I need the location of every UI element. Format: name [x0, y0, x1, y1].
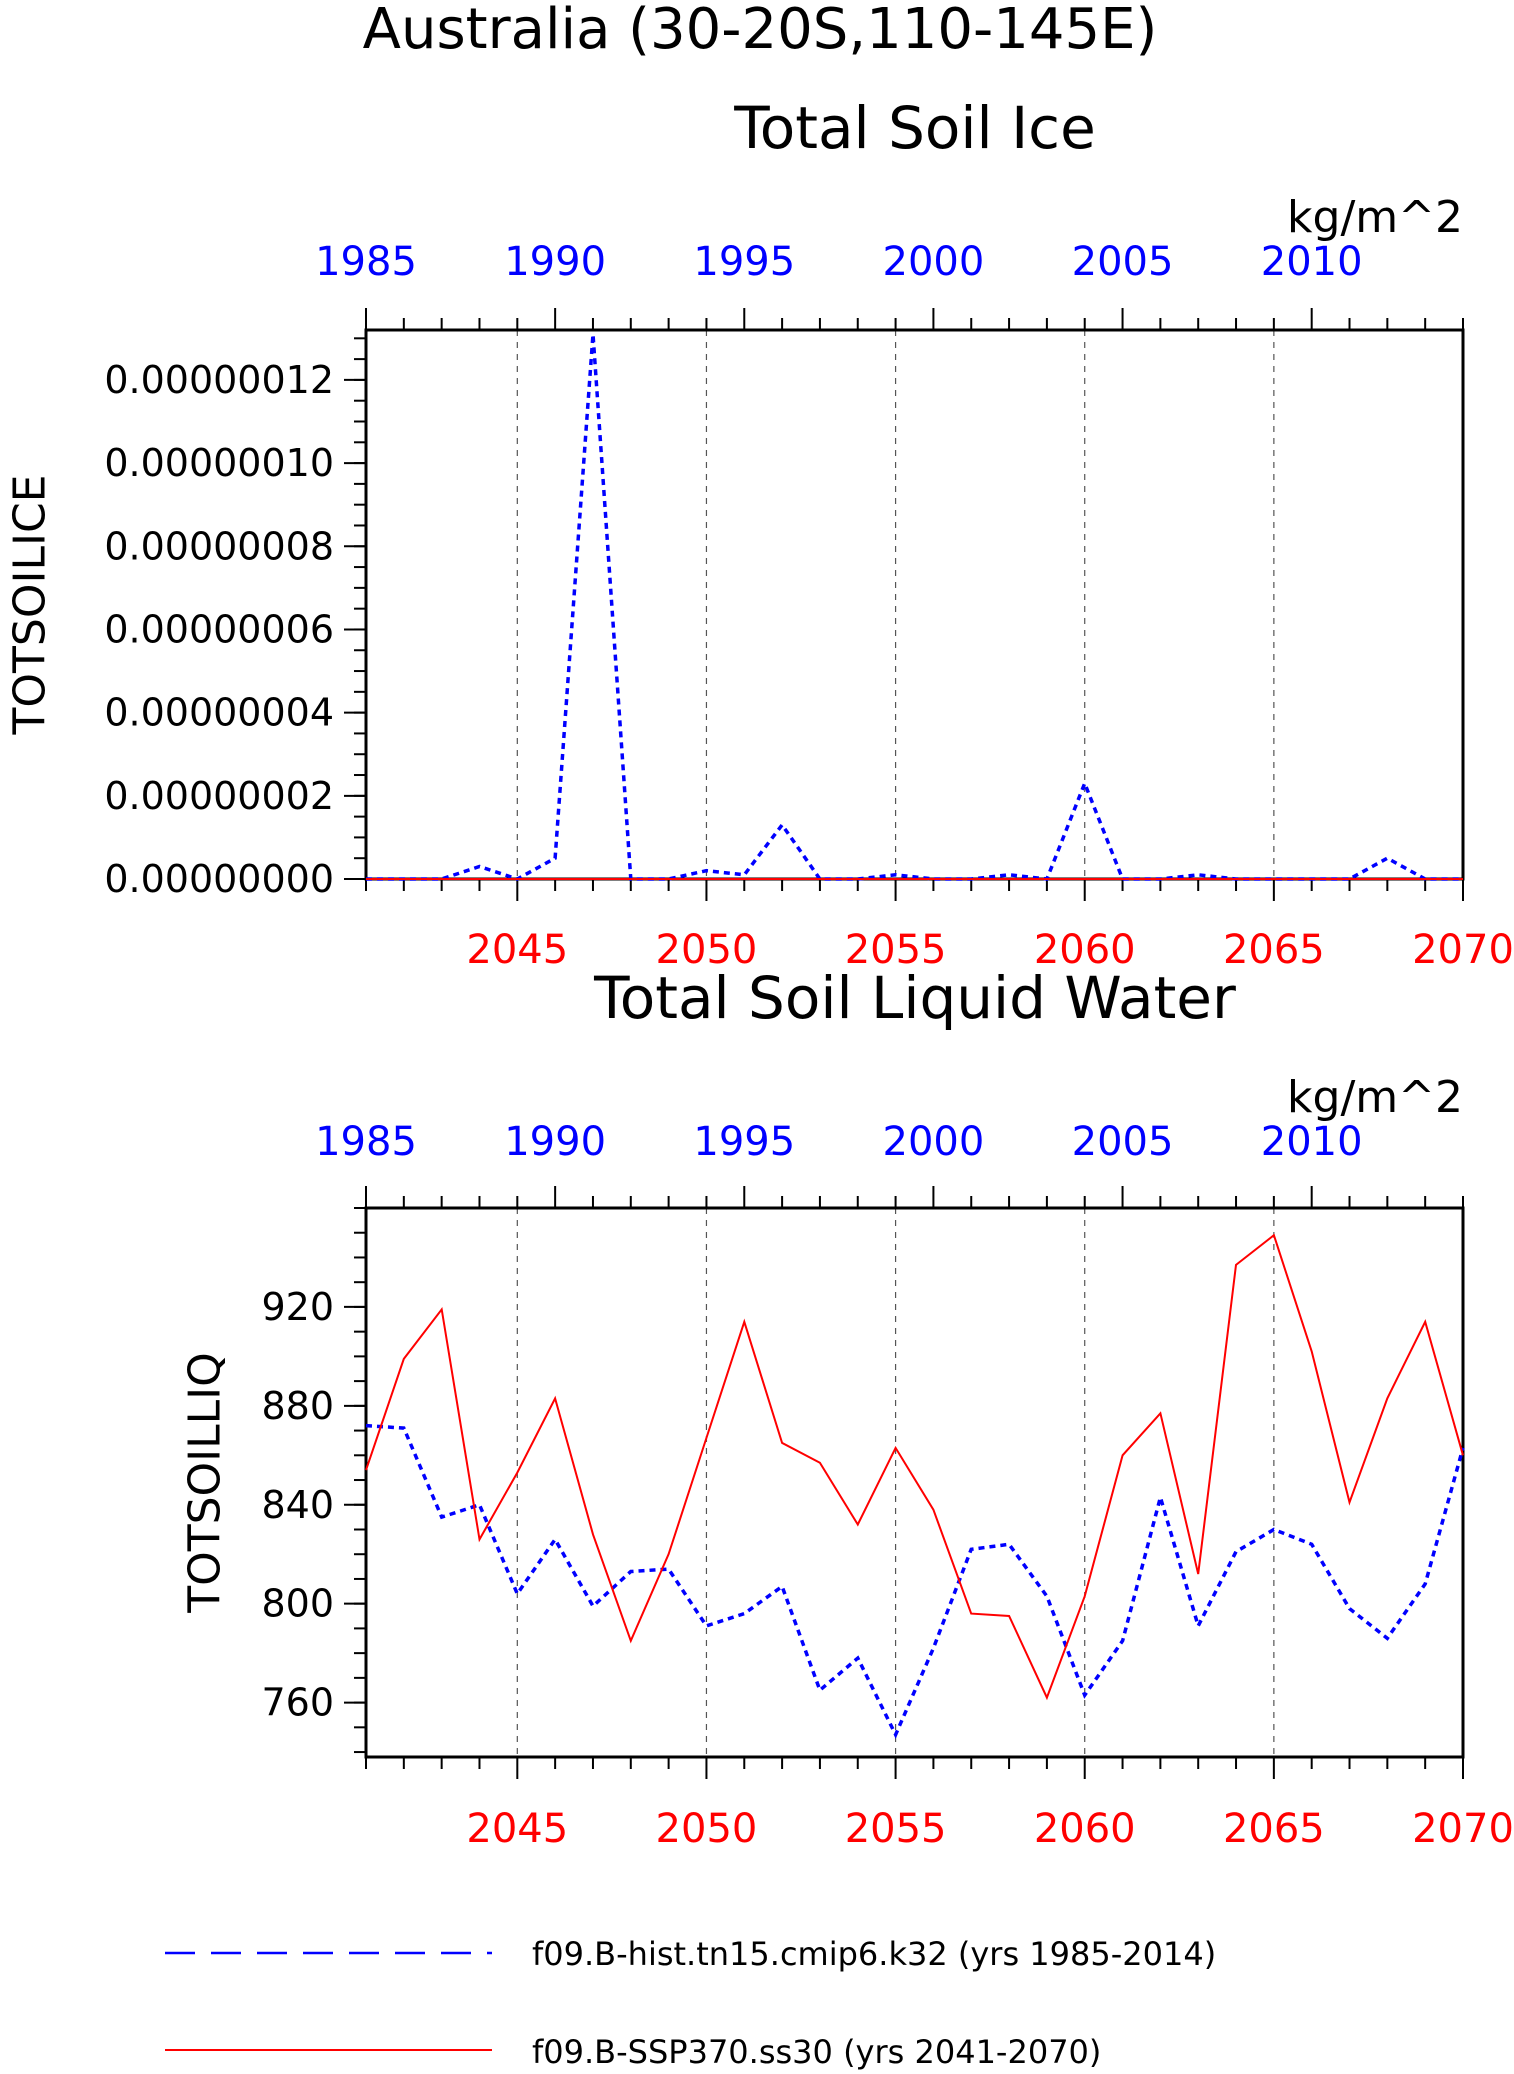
bottom-tick-label: 2055 [845, 1806, 947, 1852]
top-tick-label: 2005 [1072, 1119, 1174, 1165]
top-tick-label: 2010 [1261, 239, 1363, 285]
legend: f09.B-hist.tn15.cmip6.k32 (yrs 1985-2014… [165, 1935, 1216, 2071]
units-label: kg/m^2 [1287, 1072, 1463, 1123]
bottom-tick-label: 2060 [1034, 927, 1136, 973]
bottom-tick-label: 2050 [656, 927, 758, 973]
series-line-hist [366, 334, 1463, 881]
y-tick-label: 0.00000004 [104, 691, 334, 735]
bottom-tick-label: 2070 [1412, 1806, 1514, 1852]
y-tick-label: 0.00000012 [104, 358, 334, 402]
bottom-tick-label: 2055 [845, 927, 947, 973]
top-tick-label: 1990 [504, 1119, 606, 1165]
y-tick-label: 760 [261, 1681, 334, 1725]
y-tick-label: 920 [261, 1285, 334, 1329]
top-tick-label: 1985 [315, 239, 417, 285]
top-tick-label: 2005 [1072, 239, 1174, 285]
y-tick-label: 0.00000010 [104, 441, 334, 485]
bottom-tick-label: 2070 [1412, 927, 1514, 973]
y-axis-label: TOTSOILICE [5, 475, 56, 736]
top-tick-label: 2000 [883, 239, 985, 285]
y-tick-label: 800 [261, 1582, 334, 1626]
bottom-tick-label: 2065 [1223, 927, 1325, 973]
y-tick-label: 0.00000000 [104, 857, 334, 901]
top-tick-label: 1985 [315, 1119, 417, 1165]
chart-title: Total Soil Liquid Water [593, 964, 1236, 1032]
legend-label-hist: f09.B-hist.tn15.cmip6.k32 (yrs 1985-2014… [532, 1935, 1216, 1973]
top-tick-label: 1995 [693, 1119, 795, 1165]
series-line-hist [365, 1423, 1465, 1739]
panel-soil-liquid-water: Total Soil Liquid Water kg/m^2 2045 2050 205… [180, 964, 1514, 1852]
bottom-tick-label: 2045 [466, 927, 568, 973]
plot-frame [364, 328, 1465, 881]
bottom-tick-label: 2065 [1223, 1806, 1325, 1852]
y-tick-label: 880 [261, 1384, 334, 1428]
bottom-tick-label: 2050 [656, 1806, 758, 1852]
panel-soil-ice: Total Soil Ice kg/m^2 2045 2050 2055 2060 2065… [5, 94, 1514, 973]
page-title: Australia (30-20S,110-145E) [363, 0, 1158, 62]
bottom-tick-label: 2060 [1034, 1806, 1136, 1852]
top-tick-label: 2010 [1261, 1119, 1363, 1165]
y-tick-label: 0.00000008 [104, 524, 334, 568]
top-tick-label: 2000 [883, 1119, 985, 1165]
y-tick-label: 0.00000006 [104, 607, 334, 651]
units-label: kg/m^2 [1287, 192, 1463, 243]
bottom-tick-label: 2045 [466, 1806, 568, 1852]
series-line-ssp [365, 1233, 1464, 1701]
top-tick-label: 1990 [504, 239, 606, 285]
y-tick-label: 0.00000002 [104, 774, 334, 818]
top-tick-label: 1995 [693, 239, 795, 285]
y-tick-label: 840 [261, 1483, 334, 1527]
y-axis-label: TOTSOILLIQ [180, 1352, 231, 1614]
chart-title: Total Soil Ice [733, 94, 1096, 162]
legend-label-ssp: f09.B-SSP370.ss30 (yrs 2041-2070) [532, 2033, 1101, 2071]
plot-frame [364, 1206, 1465, 1759]
